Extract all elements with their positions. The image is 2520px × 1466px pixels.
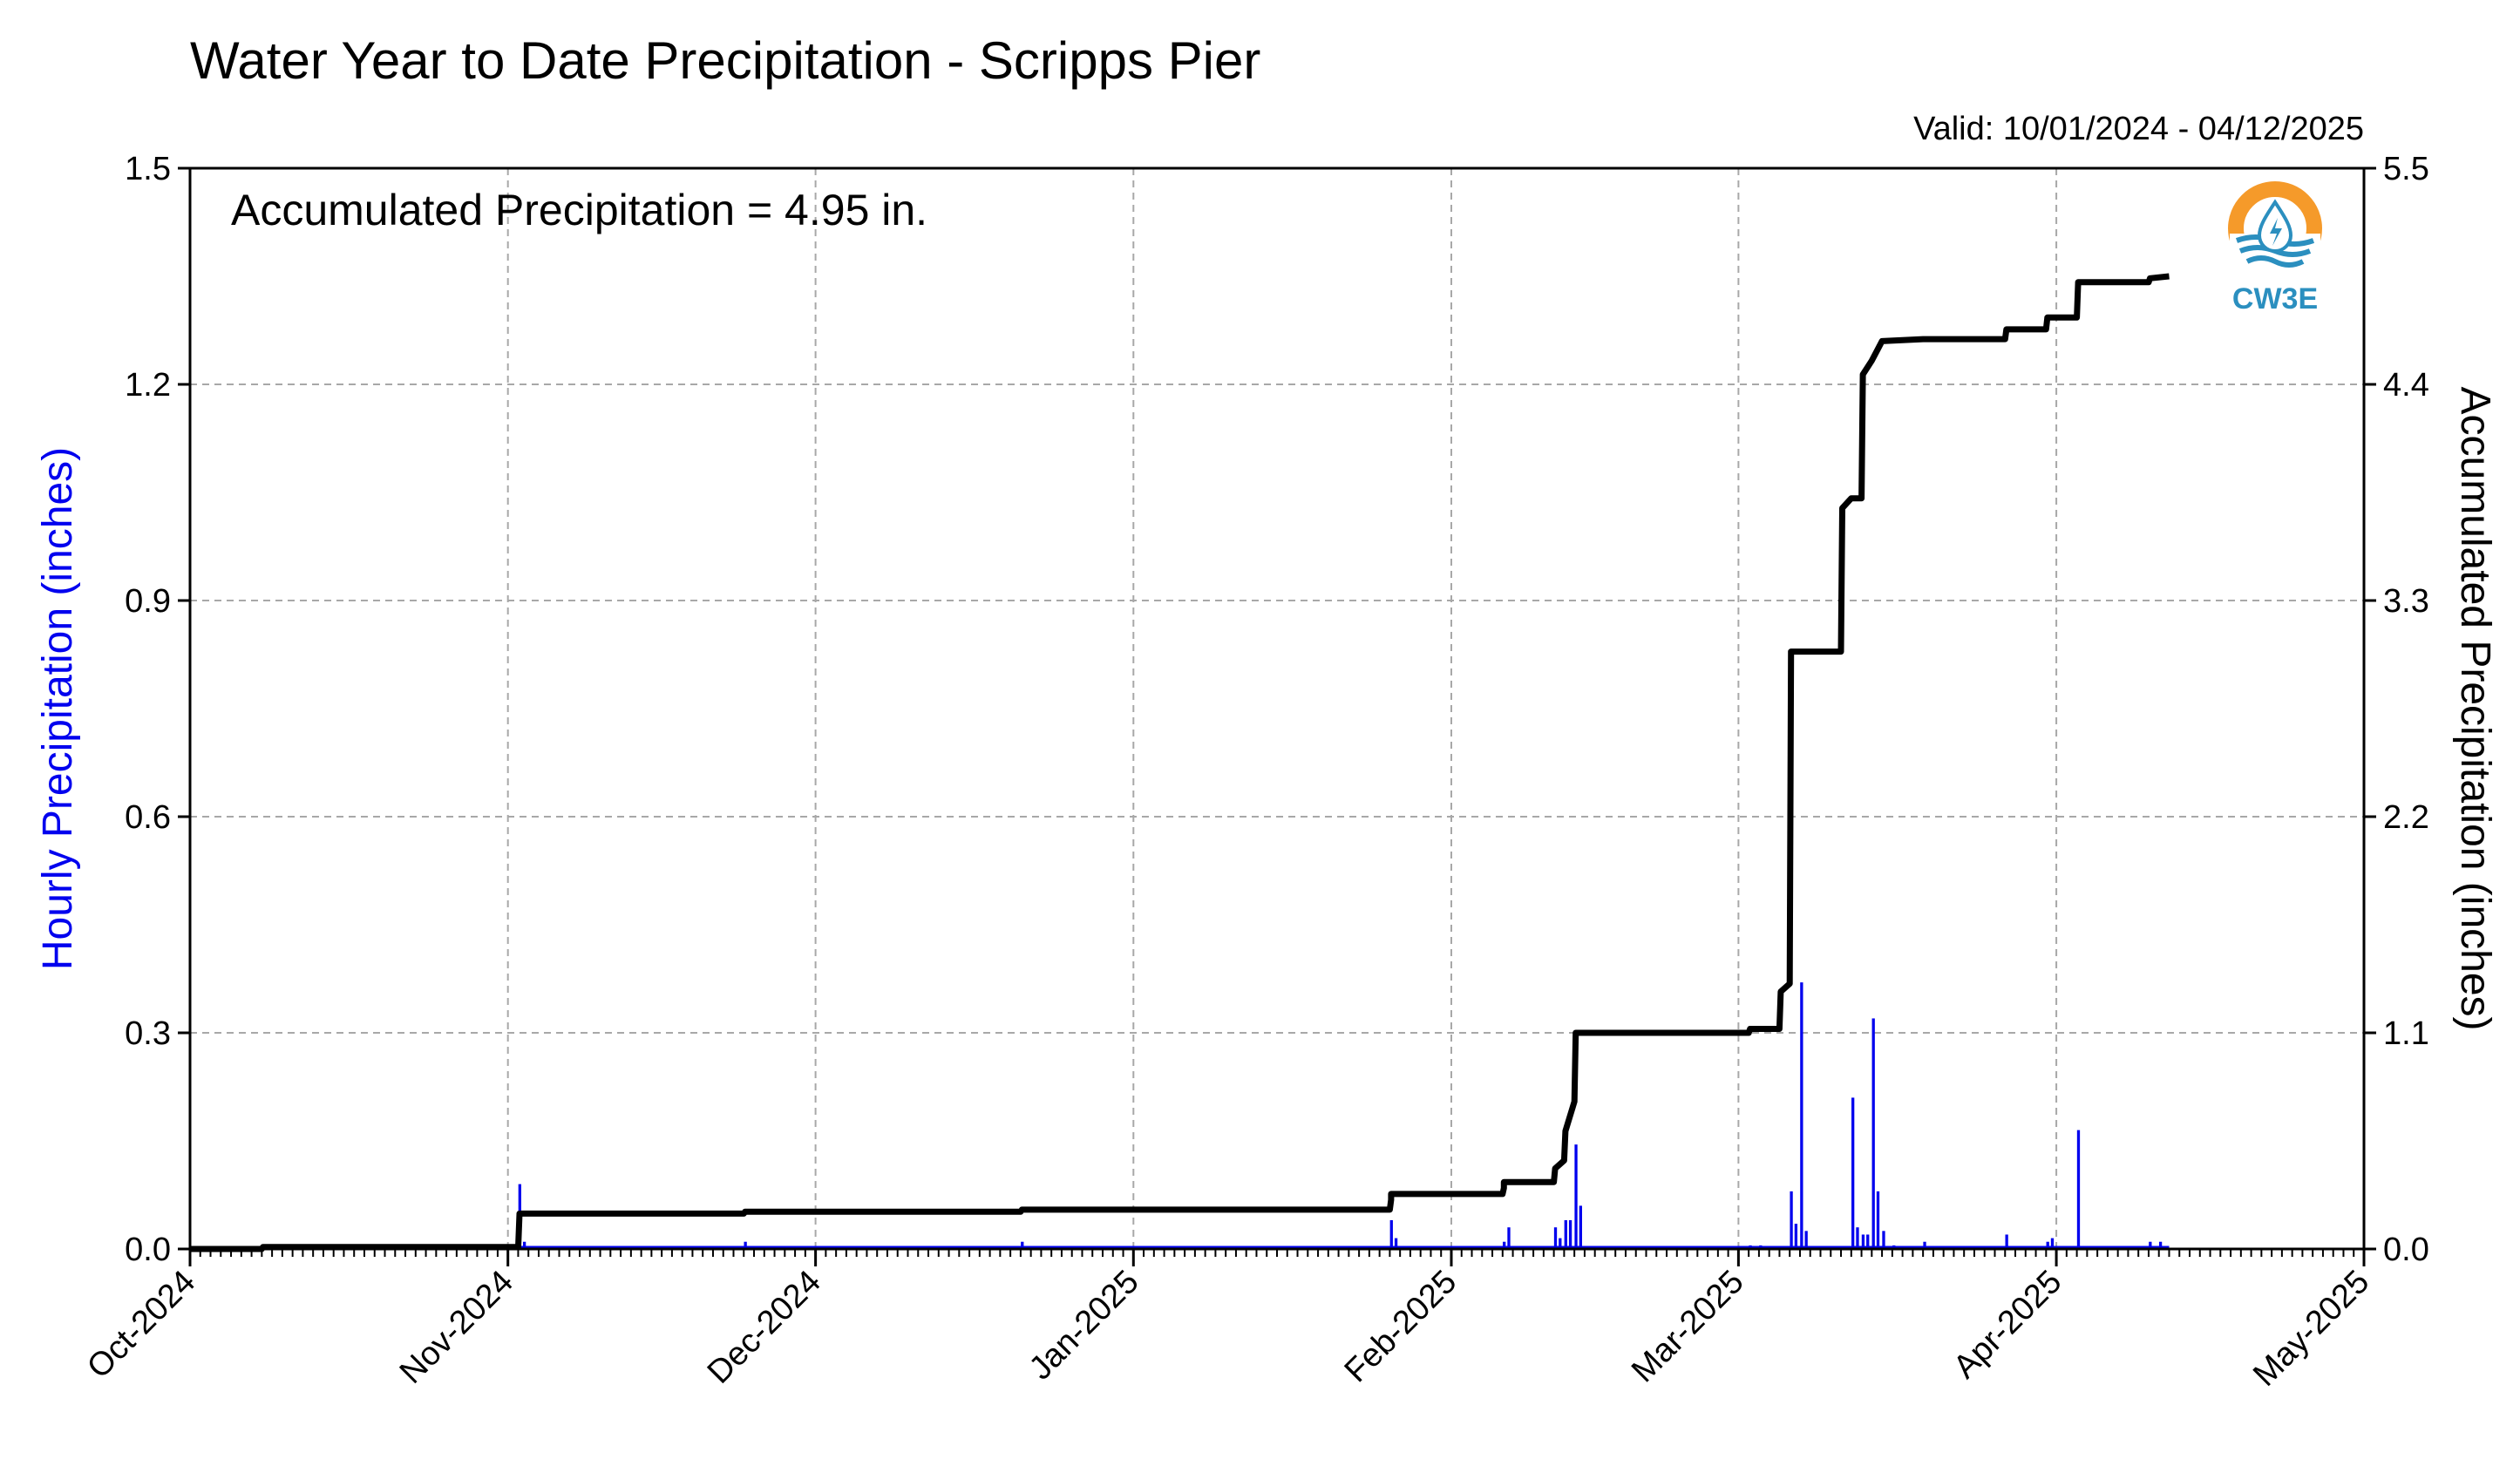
right-axis-ticks: 0.0 1.1 2.2 3.3 4.4 5.5 [2364, 151, 2429, 1268]
hourly-bar [1579, 1205, 1582, 1249]
x-tick-label: May-2025 [2246, 1264, 2376, 1394]
hourly-bar [1856, 1227, 1859, 1249]
logo-bolt-icon [2270, 218, 2282, 246]
hourly-bar [1759, 1245, 1763, 1249]
x-tick-label: Apr-2025 [1946, 1264, 2068, 1386]
left-axis-ticks: 0.0 0.3 0.6 0.9 1.2 1.5 [125, 151, 190, 1268]
left-tick-label: 1.2 [125, 367, 171, 404]
accumulated-line [190, 273, 2170, 1252]
hourly-bar [1866, 1234, 1870, 1249]
hourly-bar [1851, 1097, 1855, 1249]
x-tick-label: Dec-2024 [701, 1264, 828, 1391]
left-tick-label: 0.0 [125, 1232, 171, 1268]
hourly-bar [1568, 1219, 1572, 1249]
hourly-bar [1861, 1234, 1865, 1249]
hourly-bar [1790, 1191, 1793, 1249]
chart-title: Water Year to Date Precipitation - Scrip… [190, 31, 1260, 90]
hourly-bar [1021, 1241, 1024, 1249]
hourly-bar [744, 1241, 747, 1249]
right-tick-label: 3.3 [2383, 583, 2429, 620]
hourly-bar [1574, 1144, 1578, 1249]
hourly-bar [1923, 1241, 1926, 1249]
left-tick-label: 0.6 [125, 799, 171, 836]
hourly-bar [2046, 1241, 2049, 1249]
hourly-bar [2158, 1241, 2163, 1249]
right-axis-label: Accumulated Precipitation (inches) [2452, 386, 2498, 1030]
hourly-bar [2005, 1234, 2008, 1249]
cw3e-logo: CW3E [2228, 181, 2322, 316]
valid-date-range: Valid: 10/01/2024 - 04/12/2025 [1913, 111, 2364, 147]
hourly-bar [1394, 1238, 1398, 1249]
hourly-bar [2076, 1130, 2081, 1249]
hourly-bar [1507, 1227, 1511, 1249]
hourly-bar [1892, 1245, 1896, 1249]
hourly-bar [1804, 1231, 1808, 1249]
hourly-bar [1794, 1224, 1798, 1249]
x-axis-ticks: Oct-2024 Nov-2024 Dec-2024 Jan-2025 Feb-2025… [80, 1249, 2376, 1394]
x-tick-label: Oct-2024 [80, 1264, 202, 1386]
hourly-bar [2149, 1241, 2152, 1249]
hourly-bar [1553, 1227, 1558, 1249]
left-axis-label: Hourly Precipitation (inches) [35, 447, 81, 970]
right-tick-label: 0.0 [2383, 1232, 2429, 1268]
hourly-bar [1800, 982, 1803, 1249]
hourly-bar [522, 1241, 526, 1249]
x-tick-label: Mar-2025 [1625, 1264, 1751, 1390]
x-tick-label: Feb-2025 [1338, 1264, 1464, 1390]
hourly-bar [1871, 1018, 1875, 1249]
hourly-bar [1564, 1219, 1567, 1249]
grid-lines [190, 168, 2364, 1249]
left-tick-label: 0.9 [125, 583, 171, 620]
logo-text: CW3E [2232, 282, 2318, 316]
hourly-bar [1749, 1245, 1752, 1249]
hourly-bar [1503, 1241, 1506, 1249]
right-tick-label: 4.4 [2383, 367, 2429, 404]
hourly-bar [1882, 1231, 1885, 1249]
left-tick-label: 0.3 [125, 1015, 171, 1052]
hourly-bar [1559, 1238, 1562, 1249]
right-tick-label: 5.5 [2383, 151, 2429, 187]
hourly-bar [2050, 1238, 2055, 1249]
x-tick-label: Jan-2025 [1022, 1264, 1146, 1388]
hourly-bar [1876, 1191, 1880, 1249]
right-tick-label: 2.2 [2383, 799, 2429, 836]
hourly-bar [1389, 1219, 1393, 1249]
left-tick-label: 1.5 [125, 151, 171, 187]
x-tick-label: Nov-2024 [393, 1264, 520, 1391]
right-tick-label: 1.1 [2383, 1015, 2429, 1052]
accumulated-line-group [190, 273, 2170, 1252]
accumulated-annotation: Accumulated Precipitation = 4.95 in. [231, 186, 927, 234]
